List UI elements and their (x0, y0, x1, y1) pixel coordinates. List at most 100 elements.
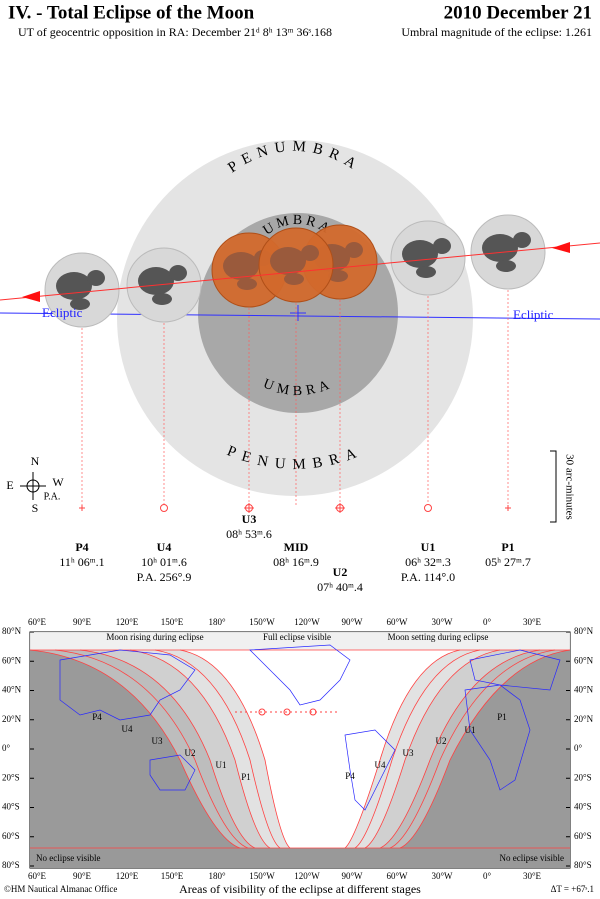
moon-track (235, 708, 340, 716)
lat-label: 20°N (574, 714, 594, 724)
curve-label: U1 (216, 760, 227, 770)
delta-t: ΔT = +67ˢ.1 (551, 884, 594, 894)
subtitle-right: Umbral magnitude of the eclipse: 1.261 (401, 25, 592, 39)
lat-label: 60°N (2, 655, 22, 665)
lon-label: 150°W (249, 871, 275, 881)
scale-label: 30 arc-minutes (563, 454, 575, 520)
map: 80°N 80°N 60°N 60°N 40°N 40°N 20°N 20°N 0° 0° 20°S… (2, 617, 594, 881)
maria (223, 252, 259, 280)
lat-label: 40°S (574, 802, 592, 812)
maria (70, 298, 90, 310)
ecliptic-label: Ecliptic (513, 307, 554, 322)
lon-label: 90°E (73, 871, 92, 881)
curve-label: P4 (92, 712, 102, 722)
maria (513, 232, 531, 248)
lat-label: 40°N (574, 685, 594, 695)
lat-label: 0° (574, 743, 583, 753)
maria (433, 238, 451, 254)
compass: N S E W P.A. (6, 454, 64, 515)
lat-label: 0° (2, 743, 11, 753)
caption: Areas of visibility of the eclipse at di… (179, 882, 421, 896)
contact-time: 06ʰ 32ᵐ.3 (405, 555, 451, 569)
contact-name: U4 (157, 540, 172, 554)
curve-label: U2 (436, 736, 447, 746)
maria (301, 245, 319, 261)
lat-label: 40°S (2, 802, 20, 812)
lat-label: 80°N (574, 626, 594, 636)
lon-label: 180° (208, 871, 226, 881)
region-label: Moon rising during eclipse (106, 632, 203, 642)
arrow (22, 291, 40, 302)
contact-curves (29, 649, 571, 849)
maria (152, 293, 172, 305)
curve-label: P1 (241, 772, 251, 782)
maria (270, 247, 306, 275)
lon-label: 30°W (431, 617, 453, 627)
curve-label: U2 (185, 748, 196, 758)
lat-label: 60°S (574, 831, 592, 841)
maria (284, 273, 304, 285)
contact-time: 08ʰ 16ᵐ.9 (273, 555, 319, 569)
lon-label: 60°E (28, 871, 47, 881)
lat-label: 60°N (574, 655, 594, 665)
lon-label: 0° (483, 617, 492, 627)
lat-label: 80°N (2, 626, 22, 636)
arrow (552, 242, 570, 253)
lat-label: 20°N (2, 714, 22, 724)
contact-name: U2 (333, 565, 348, 579)
compass-e: E (6, 478, 13, 492)
moon (44, 252, 120, 328)
compass-s: S (32, 501, 39, 515)
contact-pa: P.A. 256°.9 (137, 570, 192, 584)
lon-label: 60°W (386, 871, 408, 881)
curve-label: P1 (497, 712, 507, 722)
maria (87, 270, 105, 286)
maria (237, 278, 257, 290)
lon-label: 90°W (341, 617, 363, 627)
region-label: No eclipse visible (36, 853, 101, 863)
lon-label: 120°W (294, 617, 320, 627)
lon-label: 120°W (294, 871, 320, 881)
lon-label: 90°E (73, 617, 92, 627)
lon-label: 150°W (249, 617, 275, 627)
contact-name: U3 (242, 512, 257, 526)
contact-time: 11ʰ 06ᵐ.1 (59, 555, 104, 569)
moon (126, 247, 202, 323)
ecliptic-label: Ecliptic (42, 305, 83, 320)
moon (390, 220, 466, 296)
date: 2010 December 21 (444, 2, 592, 23)
title: IV. - Total Eclipse of the Moon (8, 2, 255, 23)
subtitle-left: UT of geocentric opposition in RA: Decem… (18, 25, 332, 39)
curve-label: U3 (403, 748, 414, 758)
maria (169, 265, 187, 281)
full-visibility (180, 650, 460, 848)
contact-pa: P.A. 114°.0 (401, 570, 455, 584)
contact-name: P1 (501, 540, 514, 554)
maria (402, 240, 438, 268)
maria (56, 272, 92, 300)
lon-label: 30°W (431, 871, 453, 881)
lon-label: 30°E (523, 617, 542, 627)
region-label: Moon setting during eclipse (388, 632, 489, 642)
lon-label: 60°E (28, 617, 47, 627)
lat-label: 40°N (2, 685, 22, 695)
footer-left: ©HM Nautical Almanac Office (4, 884, 117, 894)
maria (482, 234, 518, 262)
scale-bar (550, 450, 557, 523)
lon-label: 120°E (116, 871, 139, 881)
compass-w: W (52, 475, 64, 489)
region-label: Full eclipse visible (263, 632, 331, 642)
compass-pa: P.A. (44, 491, 61, 502)
lon-label: 60°W (386, 617, 408, 627)
curve-label: U4 (122, 724, 133, 734)
maria (345, 242, 363, 258)
lon-label: 120°E (116, 617, 139, 627)
curve-label: P4 (345, 771, 355, 781)
lat-label: 80°S (2, 860, 20, 870)
contact-name: P4 (75, 540, 88, 554)
contact-name: MID (284, 540, 309, 554)
region-label: No eclipse visible (500, 853, 565, 863)
contact-name: U1 (421, 540, 436, 554)
maria (496, 260, 516, 272)
lon-label: 150°E (161, 871, 184, 881)
